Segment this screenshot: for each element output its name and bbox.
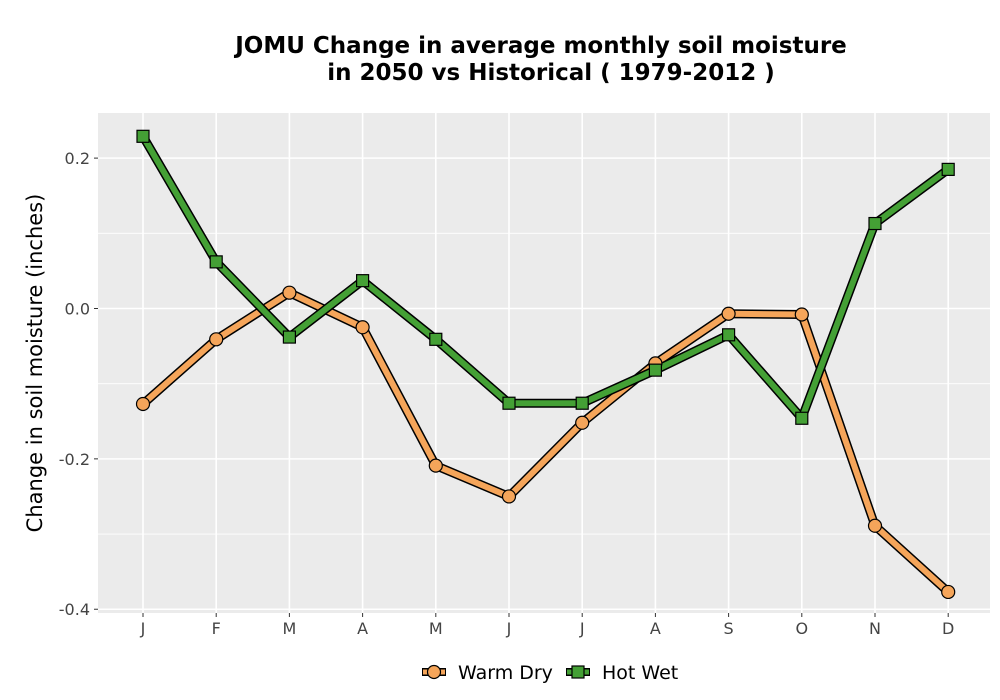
data-point-warm-dry [428,458,443,473]
data-point-warm-dry [209,332,224,347]
data-point-warm-dry [282,285,297,300]
y-tick-label: 0.2 [65,149,90,168]
data-point-warm-dry [721,306,736,321]
data-point-hot-wet [282,330,296,344]
x-tick-label: J [579,619,585,638]
x-tick-label: D [942,619,954,638]
data-point-hot-wet [648,363,663,377]
data-point-warm-dry [794,307,809,322]
x-tick-label: M [282,619,296,638]
data-point-hot-wet [429,332,443,346]
data-point-warm-dry [867,518,883,533]
data-point-hot-wet [209,255,223,269]
x-tick-label: A [650,619,661,638]
data-point-hot-wet [136,129,150,143]
y-axis-title: Change in soil moisture (inches) [23,194,47,533]
legend-label-warm-dry: Warm Dry [458,662,553,684]
y-tick-label: 0.0 [65,299,90,318]
data-point-hot-wet [356,274,370,288]
legend-marker-warm-dry [426,664,442,680]
x-tick-label: M [429,619,443,638]
x-tick-label: N [869,619,881,638]
series-layer [135,129,956,600]
x-tick-label: S [724,619,734,638]
x-tick-label: A [357,619,368,638]
legend-marker-hot-wet [571,665,585,679]
data-point-hot-wet [502,396,516,410]
axes: -0.4 -0.2 0.0 0.2 J F M A M J J A S O N D [59,149,955,638]
data-point-warm-dry [575,415,590,430]
data-point-hot-wet [721,328,736,342]
y-tick-label: -0.4 [59,600,90,619]
x-tick-label: J [140,619,146,638]
x-tick-label: F [212,619,221,638]
data-point-warm-dry [135,396,151,412]
x-tick-label: J [506,619,512,638]
chart-title-line2: in 2050 vs Historical ( 1979-2012 ) [327,60,774,86]
chart-title-line1: JOMU Change in average monthly soil mois… [233,33,847,59]
data-point-hot-wet [575,396,589,410]
data-point-warm-dry [501,489,517,504]
data-point-warm-dry [355,320,370,335]
series-line-warm-dry [140,289,952,595]
data-point-hot-wet [941,162,955,176]
x-tick-label: O [796,619,809,638]
legend-label-hot-wet: Hot Wet [602,662,678,684]
data-point-hot-wet [795,411,809,425]
data-point-hot-wet [868,216,882,231]
data-point-warm-dry [941,584,956,600]
series-line-hot-wet [140,133,952,422]
plot-panel [98,113,990,613]
y-tick-label: -0.2 [59,450,90,469]
legend: Warm Dry Hot Wet [422,662,678,684]
